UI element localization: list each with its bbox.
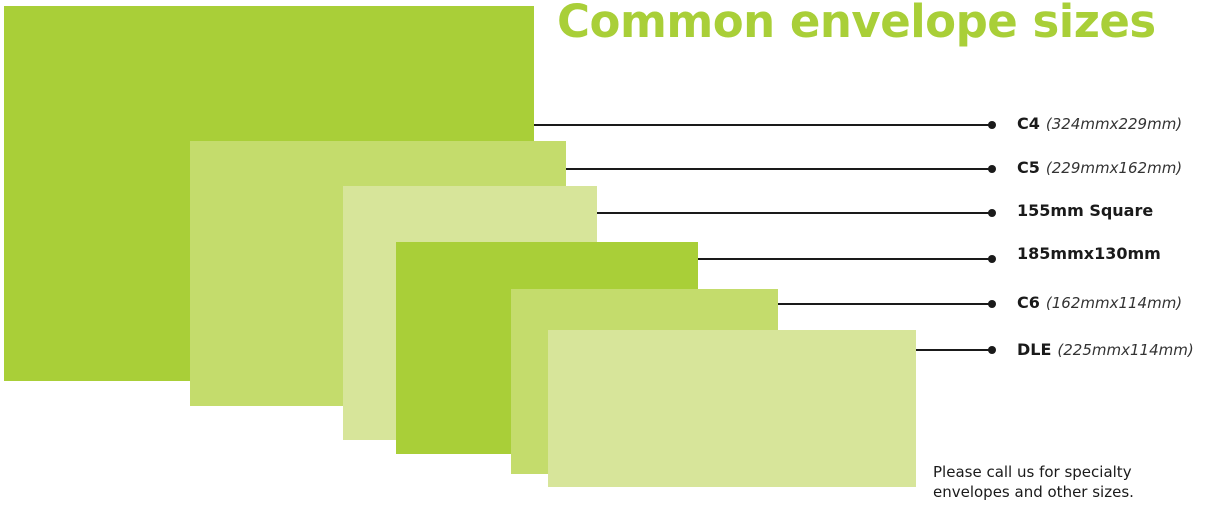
leader-dot-155mm-square bbox=[988, 209, 996, 217]
label-c4-dims: (324mmx229mm) bbox=[1045, 115, 1183, 133]
leader-line-c4 bbox=[534, 124, 992, 126]
label-dle-dims: (225mmx114mm) bbox=[1057, 341, 1194, 359]
label-dle-name: DLE bbox=[1017, 340, 1052, 359]
label-c5: C5 (229mmx162mm) bbox=[1017, 158, 1182, 178]
leader-dot-c6 bbox=[988, 300, 996, 308]
label-c6: C6 (162mmx114mm) bbox=[1017, 293, 1182, 313]
specialty-note-line-2: envelopes and other sizes. bbox=[933, 483, 1134, 501]
label-dle: DLE (225mmx114mm) bbox=[1017, 340, 1194, 360]
leader-dot-c4 bbox=[988, 121, 996, 129]
leader-line-dle bbox=[916, 349, 992, 351]
leader-line-c5 bbox=[566, 168, 992, 170]
label-c4: C4 (324mmx229mm) bbox=[1017, 114, 1182, 134]
label-155mm-square-name: 155mm Square bbox=[1017, 201, 1154, 220]
label-185mmx130mm: 185mmx130mm bbox=[1017, 244, 1161, 264]
label-c4-name: C4 bbox=[1017, 114, 1040, 133]
label-185mmx130mm-name: 185mmx130mm bbox=[1017, 244, 1161, 263]
specialty-note-line-1: Please call us for specialty bbox=[933, 463, 1132, 481]
leader-dot-185mmx130mm bbox=[988, 255, 996, 263]
label-c5-name: C5 bbox=[1017, 158, 1040, 177]
page-title: Common envelope sizes bbox=[557, 0, 1156, 48]
leader-line-185mmx130mm bbox=[698, 258, 992, 260]
envelope-dle bbox=[548, 330, 916, 487]
label-c5-dims: (229mmx162mm) bbox=[1045, 159, 1183, 177]
specialty-note: Please call us for specialty envelopes a… bbox=[933, 462, 1213, 502]
label-c6-name: C6 bbox=[1017, 293, 1040, 312]
leader-line-155mm-square bbox=[597, 212, 992, 214]
leader-line-c6 bbox=[778, 303, 992, 305]
leader-dot-c5 bbox=[988, 165, 996, 173]
label-c6-dims: (162mmx114mm) bbox=[1045, 294, 1183, 312]
leader-dot-dle bbox=[988, 346, 996, 354]
label-155mm-square: 155mm Square bbox=[1017, 201, 1153, 221]
